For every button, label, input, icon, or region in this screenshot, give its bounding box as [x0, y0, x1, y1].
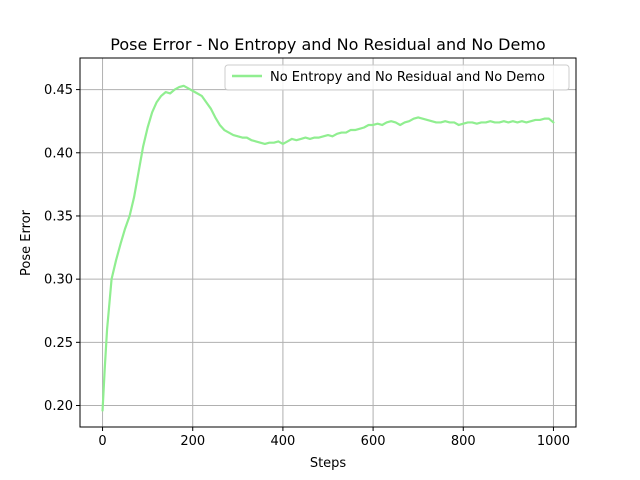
y-tick-label: 0.20 [44, 399, 73, 414]
chart-title: Pose Error - No Entropy and No Residual … [110, 35, 545, 54]
legend: No Entropy and No Residual and No Demo [224, 64, 570, 91]
plot-frame [79, 57, 577, 428]
y-tick-label: 0.25 [44, 336, 73, 351]
x-axis: 0 200 400 600 800 1000 [98, 427, 570, 449]
legend-label: No Entropy and No Residual and No Demo [270, 70, 545, 85]
legend-box [224, 64, 570, 91]
series-layer [101, 84, 555, 412]
y-tick-label: 0.30 [44, 273, 73, 288]
y-axis: 0.20 0.25 0.30 0.35 0.40 0.45 [44, 83, 80, 414]
y-axis-title: Pose Error [19, 209, 34, 276]
x-tick-label: 1000 [537, 434, 570, 449]
x-tick-label: 800 [451, 434, 476, 449]
x-tick-label: 400 [270, 434, 295, 449]
y-tick-label: 0.35 [44, 209, 73, 224]
x-axis-title: Steps [310, 456, 347, 471]
series-line [101, 84, 555, 412]
x-tick-label: 600 [361, 434, 386, 449]
x-tick-label: 200 [180, 434, 205, 449]
y-tick-label: 0.40 [44, 146, 73, 161]
y-tick-label: 0.45 [44, 83, 73, 98]
grid [80, 58, 576, 427]
x-tick-label: 0 [98, 434, 106, 449]
